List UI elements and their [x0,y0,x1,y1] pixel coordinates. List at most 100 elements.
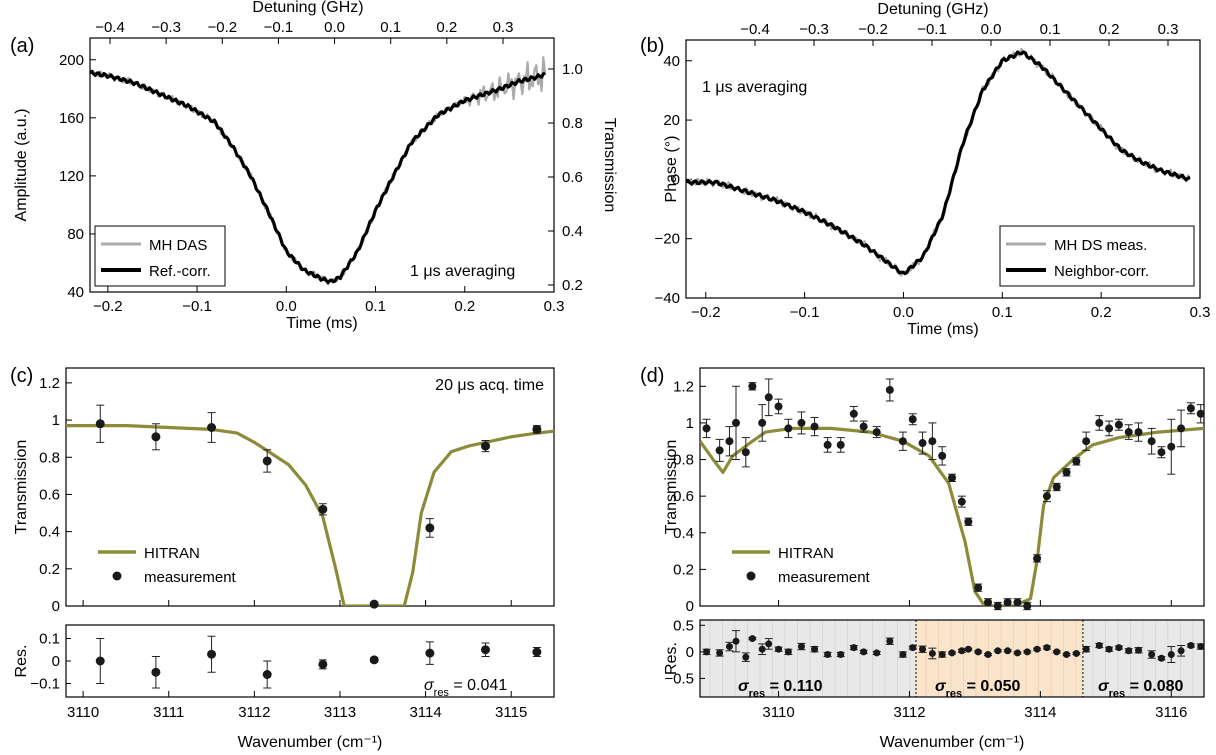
data-point [872,428,881,437]
res-axis-label: Res. [663,642,680,675]
panel-c: 0 0.2 0.4 0.6 0.8 1 1.2 Transmission −0.1 0 0.1 Res… [10,365,555,751]
x-tick-label: 3110 [67,704,99,721]
data-point [964,517,973,526]
residual-point [860,648,868,656]
res-tick-label: −0.1 [30,676,60,693]
legend-bg [728,536,896,588]
legend-marker [112,571,122,581]
top-axis-label: Detuning (GHz) [877,1,988,18]
x-tick-label: 0.1 [365,298,386,315]
residual-region [1082,620,1204,697]
y-tick-label: 20 [663,112,680,129]
residual-point [994,647,1002,655]
top-tick-label: −0.1 [264,19,294,36]
residual-point [318,659,328,669]
res-tick-label: −0.5 [664,670,694,687]
legend: MH DAS Ref.-corr. [94,225,226,287]
residual-point [95,656,105,666]
right-tick-label: 0.2 [562,277,583,294]
data-point [318,504,328,514]
residual-point [974,648,982,656]
plot-frame [685,39,1201,299]
x-axis-label: Wavenumber (cm⁻¹) [238,734,383,751]
series-line-ref-corr- [90,69,546,285]
data-point [823,440,832,449]
y-tick-label: 0.8 [39,449,60,466]
residual-point [873,649,881,657]
right-tick-label: 0.4 [562,223,583,240]
top-tick-label: 0.2 [436,19,457,36]
residual-point [532,647,542,657]
x-axis-label: Time (ms) [286,315,357,332]
data-point [774,402,783,411]
data-point [948,473,956,482]
panel-label: (b) [640,35,664,57]
data-point [95,419,105,429]
y-tick-label: 0.6 [673,488,694,505]
x-tick-label: 0.0 [893,304,914,321]
panel-label: (a) [10,35,34,57]
y-tick-label: 0.4 [39,524,60,541]
sigma-label: σres = 0.041 [424,677,507,699]
y-tick-label: 0 [672,171,680,188]
plot-frame [65,367,555,607]
y-tick-label: 40 [663,53,680,70]
top-tick-label: 0.2 [1099,21,1120,38]
plot-frame [89,37,555,293]
y-axis-label: Transmission [13,440,30,535]
data-point [1072,457,1081,466]
right-axis-label: Transmission [601,118,618,213]
x-axis-label: Time (ms) [907,321,978,338]
residual-point [1033,645,1041,653]
residual-point [425,648,435,658]
residual-point [1095,641,1103,649]
residual-point [1177,647,1185,655]
panel-a: −0.2 −0.1 0.0 0.1 0.2 0.3 Time (ms) −0.4 −0.3 −0.… [10,0,618,332]
residual-point [1148,651,1156,659]
residual-point [928,649,936,657]
data-point [885,385,894,394]
panel-label: (d) [640,365,664,387]
data-point [1114,420,1123,429]
residual-point [262,670,272,679]
y-axis-label: Phase (°) [663,136,680,203]
residual-point [758,645,766,653]
legend-box [94,225,226,287]
res-tick-label: 0 [686,644,694,661]
legend-label: Ref.-corr. [149,263,211,280]
residual-point [1197,643,1205,651]
annotation-averaging: 1 μs averaging [702,79,807,96]
data-point [957,497,966,506]
residual-point [481,645,491,655]
data-point [797,418,806,427]
top-tick-label: −0.2 [207,19,237,36]
data-point [1003,598,1012,607]
data-point [481,441,491,451]
data-point [207,423,217,432]
residual-point [775,645,783,653]
residual-point [732,637,740,645]
residual-point [369,655,379,665]
data-point [849,409,858,418]
panel-b: −0.2 −0.1 0.0 0.1 0.2 0.3 Time (ms) −0.4 −0.3 −0.… [640,1,1210,338]
y-tick-label: 0.2 [673,561,694,578]
sigma-label: σres = 0.050 [935,678,1021,700]
res-axis-label: Res. [13,645,30,678]
y-tick-label: 0 [52,598,60,615]
legend-label: measurement [144,569,237,586]
residual-point [1023,648,1031,656]
top-tick-label: 0.1 [380,19,401,36]
y-tick-label: −40 [655,290,680,307]
top-tick-label: −0.1 [917,21,947,38]
residual-point [886,637,894,645]
top-tick-label: −0.4 [740,21,770,38]
data-point [764,393,773,402]
legend-label: MH DS meas. [1054,237,1147,254]
series-line-hitran [66,424,554,606]
legend-label: MH DAS [149,237,207,254]
x-tick-label: 3113 [324,704,356,721]
y-tick-label: 160 [59,110,84,127]
y-tick-label: 1 [52,412,60,429]
y-tick-label: 1.2 [39,375,60,392]
residual-point [948,649,956,657]
